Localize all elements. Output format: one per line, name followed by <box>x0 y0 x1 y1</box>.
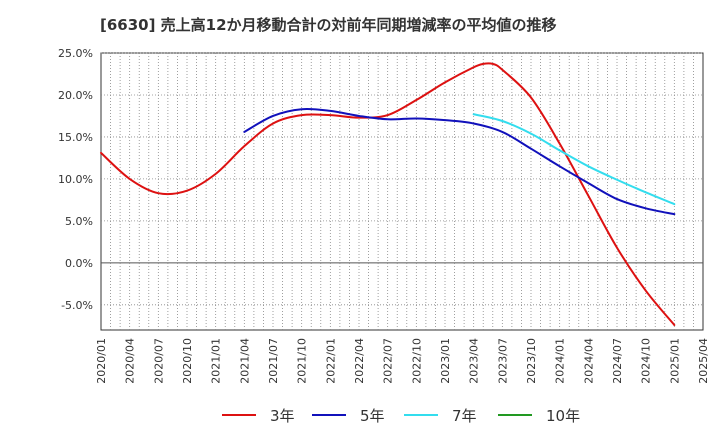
legend-label-10y: 10年 <box>546 406 581 425</box>
y-axis-ticks: 25.0% 20.0% 15.0% 10.0% 5.0% 0.0% -5.0% <box>58 47 93 312</box>
x-tick-label: 2020/04 <box>124 338 137 384</box>
x-tick-label: 2023/07 <box>496 338 509 384</box>
legend-swatch-3y <box>222 414 256 416</box>
x-tick-label: 2023/01 <box>439 338 452 384</box>
x-tick-label: 2023/04 <box>468 338 481 384</box>
y-tick-label: -5.0% <box>61 299 93 312</box>
series-line-7y <box>472 113 676 206</box>
y-tick-label: 15.0% <box>58 131 93 144</box>
legend-label-3y: 3年 <box>270 406 295 425</box>
legend-item-7y: 7年 <box>404 402 477 428</box>
legend-swatch-5y <box>312 414 346 416</box>
x-tick-label: 2020/01 <box>95 338 108 384</box>
y-tick-label: 10.0% <box>58 173 93 186</box>
legend-item-10y: 10年 <box>498 402 580 428</box>
grid <box>101 52 703 330</box>
x-tick-label: 2022/07 <box>382 338 395 384</box>
plot-area <box>100 52 704 331</box>
x-tick-label: 2024/07 <box>611 338 624 384</box>
x-tick-label: 2022/04 <box>353 338 366 384</box>
y-tick-label: 25.0% <box>58 47 93 60</box>
legend-swatch-7y <box>404 414 438 416</box>
series-line-3y <box>100 62 676 326</box>
legend-swatch-10y <box>498 414 532 416</box>
chart-title: [6630] 売上高12か月移動合計の対前年同期増減率の平均値の推移 <box>100 16 557 34</box>
x-tick-label: 2021/01 <box>210 338 223 384</box>
legend-label-5y: 5年 <box>360 406 385 425</box>
x-tick-label: 2021/07 <box>267 338 280 384</box>
x-tick-label: 2020/07 <box>152 338 165 384</box>
x-tick-label: 2024/10 <box>640 338 653 384</box>
x-tick-label: 2020/10 <box>181 338 194 384</box>
x-tick-label: 2024/01 <box>554 338 567 384</box>
legend-label-7y: 7年 <box>452 406 477 425</box>
y-tick-label: 20.0% <box>58 89 93 102</box>
series-lines <box>100 62 676 326</box>
legend: 3年 5年 7年 10年 <box>0 402 720 428</box>
x-tick-label: 2022/01 <box>324 338 337 384</box>
x-tick-label: 2025/01 <box>668 338 681 384</box>
y-tick-label: 5.0% <box>65 215 93 228</box>
x-tick-label: 2022/10 <box>410 338 423 384</box>
legend-item-5y: 5年 <box>312 402 385 428</box>
series-line-5y <box>243 107 676 216</box>
x-tick-label: 2023/10 <box>525 338 538 384</box>
x-axis-ticks: 2020/01 2020/04 2020/07 2020/10 2021/01 2021/… <box>95 338 710 384</box>
x-tick-label: 2021/10 <box>296 338 309 384</box>
x-tick-label: 2025/04 <box>697 338 710 384</box>
y-tick-label: 0.0% <box>65 257 93 270</box>
x-tick-label: 2024/04 <box>582 338 595 384</box>
legend-item-3y: 3年 <box>222 402 295 428</box>
x-tick-label: 2021/04 <box>238 338 251 384</box>
